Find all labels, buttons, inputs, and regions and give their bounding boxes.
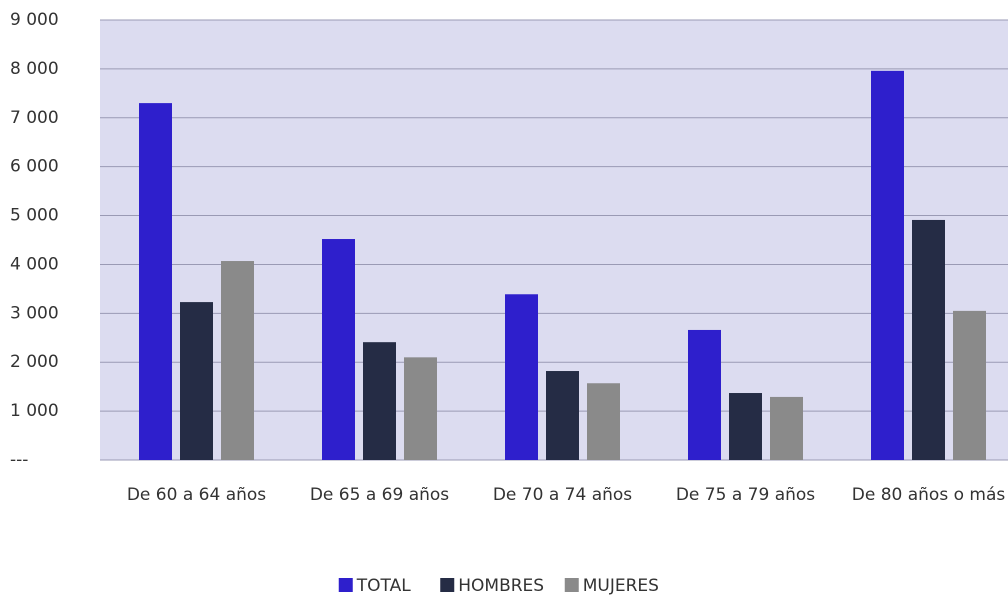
bar [505,294,538,460]
x-tick-label: De 60 a 64 años [126,485,267,505]
legend-label: HOMBRES [458,576,544,596]
bar [363,342,396,460]
bar [912,219,945,460]
y-tick-label: --- [10,450,28,470]
bar [587,383,620,460]
legend-swatch [440,578,455,592]
bar [139,103,172,460]
x-tick-label: De 65 a 69 años [309,485,450,505]
legend-swatch [564,578,579,592]
bar [180,302,213,460]
bar [953,310,986,460]
x-tick-label: De 75 a 79 años [675,485,816,505]
y-tick-label: 4 000 [10,254,59,274]
legend-label: TOTAL [356,576,411,596]
legend-swatch [338,578,353,592]
y-tick-label: 2 000 [10,352,59,372]
y-tick-label: 8 000 [10,59,59,79]
y-tick-label: 1 000 [10,401,59,421]
bar [688,329,721,460]
bar [770,396,803,460]
x-tick-label: De 70 a 74 años [492,485,633,505]
x-tick-label: De 80 años o más [851,485,1006,505]
y-tick-label: 5 000 [10,206,59,226]
y-tick-label: 7 000 [10,108,59,128]
bar [729,393,762,460]
legend-label: MUJERES [583,576,659,596]
bar [322,239,355,460]
y-tick-label: 3 000 [10,303,59,323]
bar [404,357,437,460]
bar [221,261,254,460]
y-tick-label: 6 000 [10,157,59,177]
y-tick-label: 9 000 [10,10,59,30]
bar [871,70,904,460]
bar [546,371,579,460]
